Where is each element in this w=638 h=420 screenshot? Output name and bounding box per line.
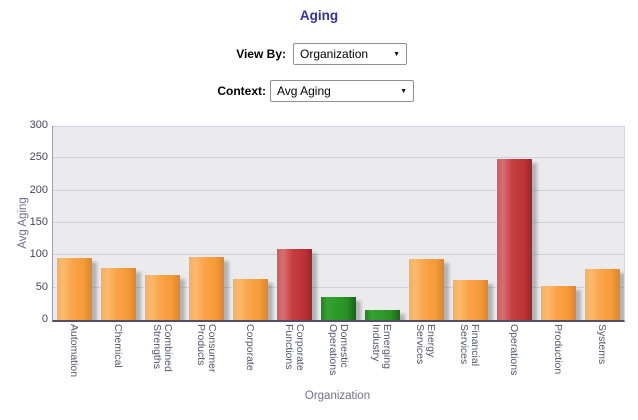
bar-chemical[interactable] xyxy=(101,268,137,320)
category-label: Systems xyxy=(595,324,608,365)
category-label: Financial Services xyxy=(458,324,482,367)
bar-combined-strengths[interactable] xyxy=(145,275,181,320)
view-by-label: View By: xyxy=(236,47,286,61)
bar-production[interactable] xyxy=(540,286,576,320)
bar-systems[interactable] xyxy=(584,269,620,320)
bar-financial-services[interactable] xyxy=(452,280,488,320)
y-tick-label: 300 xyxy=(29,119,48,131)
y-tick-label: 0 xyxy=(41,313,48,325)
gridline xyxy=(53,157,624,159)
plot-area xyxy=(52,126,625,322)
context-label: Context: xyxy=(217,84,266,98)
bar-consumer-products[interactable] xyxy=(189,257,225,320)
bar-energy-services[interactable] xyxy=(408,259,444,320)
y-tick-label: 50 xyxy=(35,280,48,293)
chevron-down-icon: ▼ xyxy=(393,51,400,58)
bar-automation[interactable] xyxy=(57,258,93,320)
bar-corporate-functions[interactable] xyxy=(277,249,313,320)
category-label: Chemical xyxy=(112,324,125,368)
view-by-select[interactable]: Organization ▼ xyxy=(293,43,407,65)
context-select[interactable]: Avg Aging ▼ xyxy=(270,80,414,102)
gridline xyxy=(53,189,624,191)
category-label: Automation xyxy=(68,324,81,378)
category-label: Energy Services xyxy=(414,324,438,365)
category-label: Operations xyxy=(507,324,520,376)
bar-emerging-industry[interactable] xyxy=(364,310,400,320)
gridline xyxy=(53,254,624,256)
page-title: Aging xyxy=(299,8,339,23)
category-label: Consumer Products xyxy=(194,324,218,373)
category-label: Emerging Industry xyxy=(370,324,394,369)
y-tick-label: 100 xyxy=(29,248,48,261)
context-selected-value: Avg Aging xyxy=(277,84,331,98)
y-tick-label: 200 xyxy=(29,183,48,196)
x-axis-title: Organization xyxy=(304,390,371,402)
category-label: Corporate Functions xyxy=(282,324,306,371)
gridline xyxy=(53,222,624,223)
y-tick-label: 150 xyxy=(29,216,48,228)
category-label: Combined Strengths xyxy=(150,324,174,372)
y-tick-label: 250 xyxy=(29,151,48,164)
gridline xyxy=(53,286,624,288)
view-by-selected-value: Organization xyxy=(300,47,369,61)
chevron-down-icon: ▼ xyxy=(400,88,407,95)
bar-corporate[interactable] xyxy=(233,279,269,320)
category-label: Domestic Operations xyxy=(326,324,350,376)
bar-domestic-operations[interactable] xyxy=(321,297,356,320)
gridline xyxy=(53,126,624,127)
category-label: Production xyxy=(551,324,564,375)
bar-operations[interactable] xyxy=(496,159,532,320)
category-label: Corporate xyxy=(244,324,257,371)
